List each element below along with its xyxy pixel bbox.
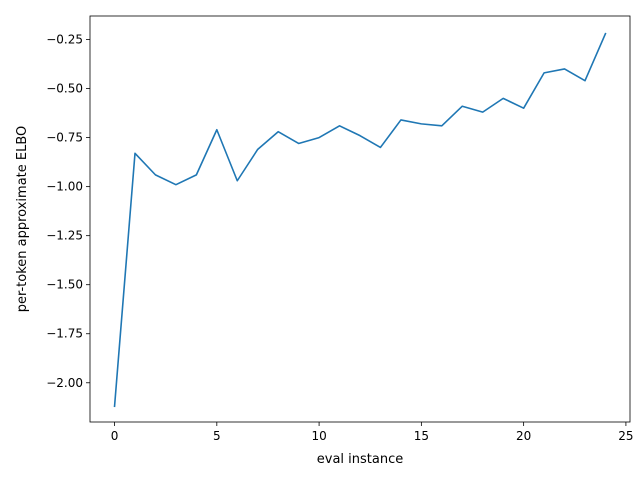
x-tick-label: 25	[618, 429, 633, 443]
y-axis-label: per-token approximate ELBO	[15, 126, 30, 313]
y-tick-label: −1.75	[46, 327, 83, 341]
y-tick-label: −2.00	[46, 376, 83, 390]
series-line-0	[113, 32, 607, 408]
x-axis-ticks: 0 5 10 15 20 25	[111, 422, 634, 443]
plot-frame	[89, 15, 631, 423]
y-tick-label: −0.25	[46, 33, 83, 47]
y-tick-label: −0.50	[46, 82, 83, 96]
y-tick-label: −0.75	[46, 131, 83, 145]
y-tick-label: −1.00	[46, 180, 83, 194]
y-tick-label: −1.25	[46, 229, 83, 243]
x-axis-label: eval instance	[317, 452, 403, 467]
x-tick-label: 15	[414, 429, 429, 443]
x-tick-label: 0	[111, 429, 119, 443]
x-tick-label: 20	[516, 429, 531, 443]
y-tick-label: −1.50	[46, 278, 83, 292]
x-tick-label: 10	[311, 429, 326, 443]
series-layer	[113, 32, 607, 408]
x-tick-label: 5	[213, 429, 221, 443]
y-axis-ticks: −2.00 −1.75 −1.50 −1.25 −1.00 −0.75 −0.50 −0.25	[46, 33, 90, 390]
